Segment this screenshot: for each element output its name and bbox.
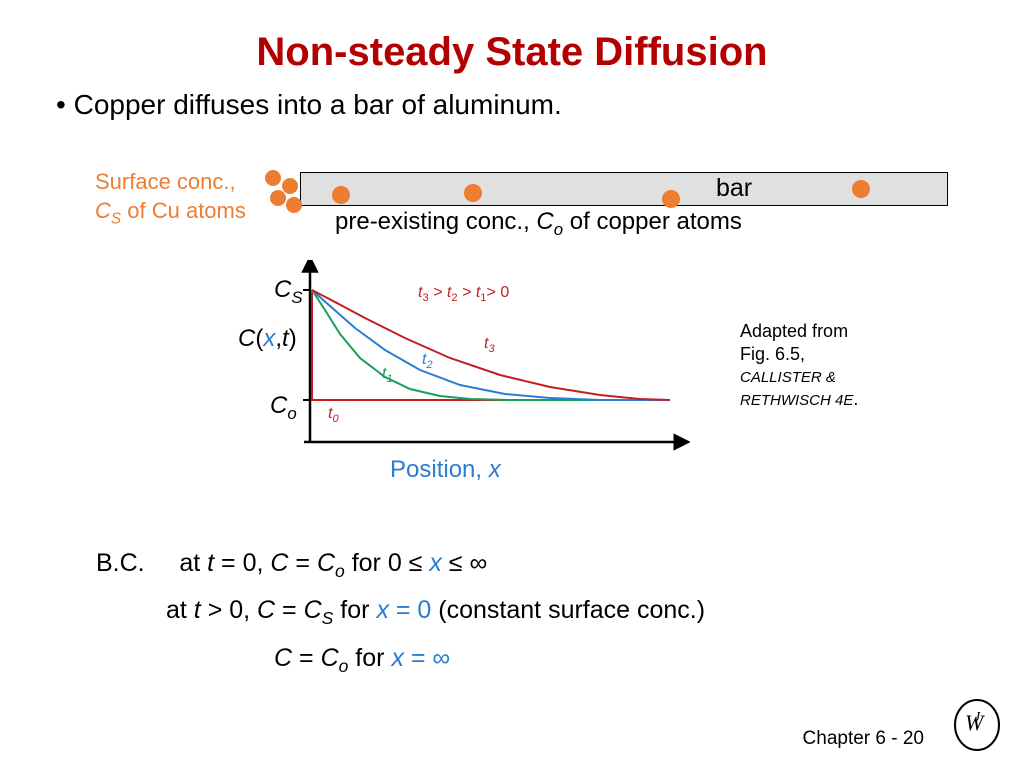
page-footer: Chapter 6 - 20	[803, 728, 924, 750]
copper-atom-icon	[270, 190, 286, 206]
citation: Adapted from Fig. 6.5, CALLISTER & RETHW…	[740, 320, 858, 411]
svg-text:t0: t0	[328, 405, 339, 425]
preexisting-label: pre-existing conc., Co of copper atoms	[335, 208, 742, 240]
bc-row-3: C = Co for x = ∞	[96, 635, 705, 682]
bullet-char: •	[56, 89, 66, 120]
bullet-text: Copper diffuses into a bar of aluminum.	[74, 89, 562, 120]
surface-post: of Cu atoms	[121, 198, 246, 223]
y-tick-cs: CS	[274, 276, 303, 308]
aluminum-bar	[300, 172, 948, 206]
time-legend: t3 > t2 > t1> 0	[418, 284, 509, 304]
bc-row-1: B.C. at t = 0, C = Co for 0 ≤ x ≤ ∞	[96, 540, 705, 587]
svg-text:t3: t3	[484, 335, 495, 355]
y-axis-label: C(x,t)	[238, 325, 297, 353]
svg-text:t1: t1	[382, 365, 393, 385]
copper-atom-icon	[852, 180, 870, 198]
surface-c: C	[95, 198, 111, 223]
surface-conc-label: Surface conc., CS of Cu atoms	[95, 168, 246, 229]
copper-atom-icon	[286, 197, 302, 213]
surface-line1: Surface conc.,	[95, 169, 236, 194]
copper-atom-icon	[282, 178, 298, 194]
bullet-1: • Copper diffuses into a bar of aluminum…	[0, 75, 1024, 121]
title-text: Non-steady State Diffusion	[256, 30, 767, 74]
svg-text:J: J	[974, 710, 981, 725]
bc-row-2: at t > 0, C = CS for x = 0 (constant sur…	[96, 587, 705, 634]
boundary-conditions: B.C. at t = 0, C = Co for 0 ≤ x ≤ ∞ at t…	[96, 540, 705, 682]
copper-atom-icon	[332, 186, 350, 204]
copper-atom-icon	[464, 184, 482, 202]
x-axis-label: Position, x	[390, 456, 501, 484]
surface-sub: S	[111, 210, 121, 227]
slide-title: Non-steady State Diffusion	[0, 0, 1024, 75]
svg-text:t2: t2	[422, 351, 433, 371]
y-tick-co: Co	[270, 392, 297, 424]
bar-label: bar	[716, 174, 752, 203]
copper-atom-icon	[265, 170, 281, 186]
copper-atom-icon	[662, 190, 680, 208]
publisher-logo-icon: W J	[952, 698, 1002, 753]
